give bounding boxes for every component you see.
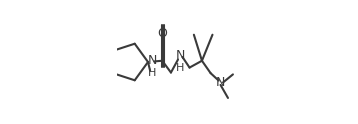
- Text: N: N: [175, 49, 185, 62]
- Text: N: N: [147, 54, 157, 67]
- Text: H: H: [176, 63, 184, 73]
- Text: N: N: [216, 76, 225, 89]
- Text: O: O: [157, 27, 167, 40]
- Text: H: H: [148, 68, 156, 78]
